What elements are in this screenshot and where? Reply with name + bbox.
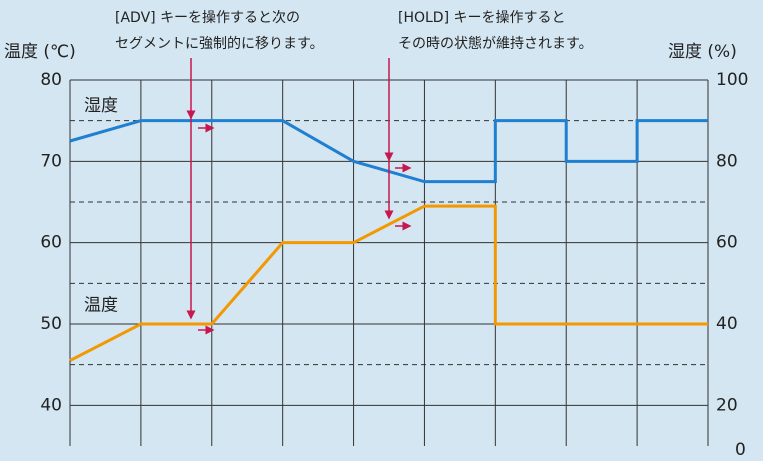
series-label: 湿度 [84,96,118,116]
series-label: 温度 [84,296,118,316]
y2-tick-label: 60 [716,233,738,253]
y2-tick-label: 100 [716,70,748,90]
y2-tick-label: 0 [735,440,746,460]
y-tick-label: 60 [40,233,62,253]
y-axis-label: 温度 (℃) [4,42,76,62]
y-tick-label: 70 [40,151,62,171]
annotation: セグメントに強制的に移ります。 [115,36,324,52]
y2-tick-label: 80 [716,151,738,171]
y-tick-label: 40 [40,395,62,415]
y-tick-label: 50 [40,314,62,334]
y2-tick-label: 20 [716,395,738,415]
series-line [69,204,708,362]
annotation: [HOLD] キーを操作すると [398,10,566,26]
y2-tick-label: 40 [716,314,738,334]
annotation: その時の状態が維持されます。 [398,36,593,52]
y2-axis-label: 湿度 (%) [668,42,737,62]
y-tick-label: 80 [40,70,62,90]
annotation: [ADV] キーを操作すると次の [115,10,300,26]
arrows [186,58,412,335]
series-line [69,119,708,184]
